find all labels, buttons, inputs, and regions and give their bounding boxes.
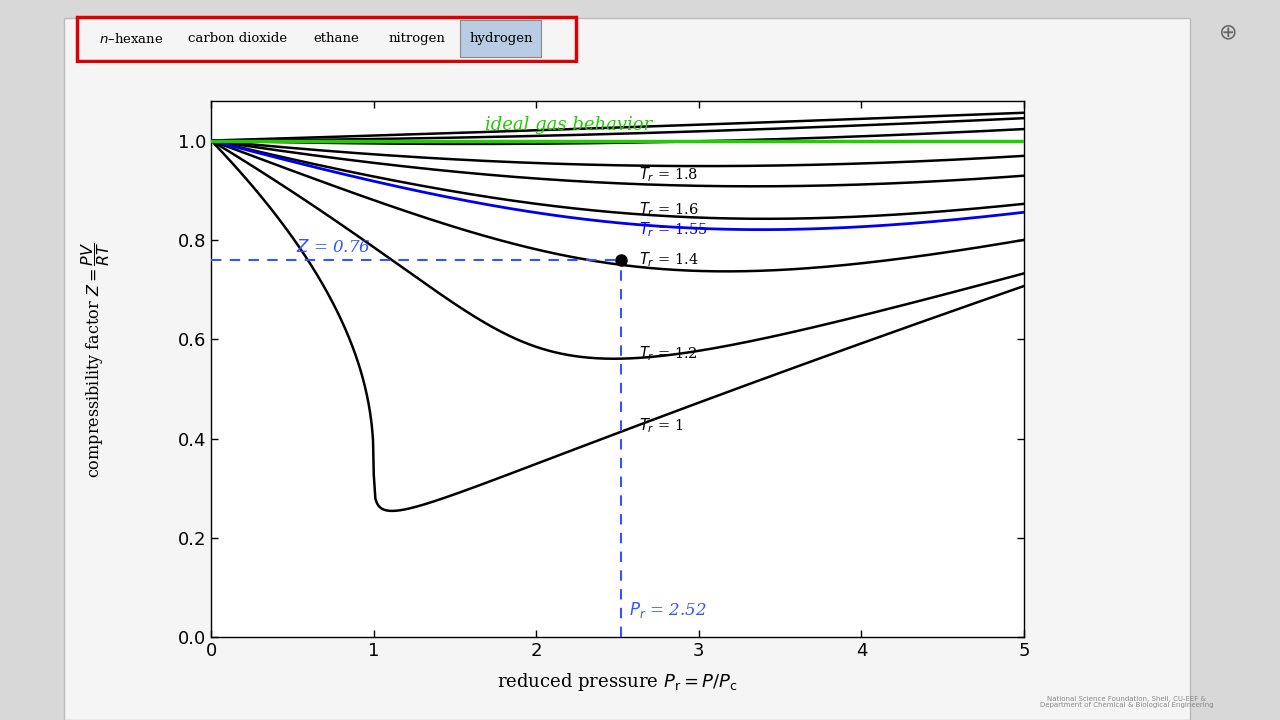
FancyBboxPatch shape [298, 20, 371, 58]
FancyBboxPatch shape [86, 20, 174, 58]
Text: $T_r$ = 1.4: $T_r$ = 1.4 [639, 250, 699, 269]
Text: $T_r$ = 1.2: $T_r$ = 1.2 [639, 344, 698, 363]
FancyBboxPatch shape [77, 17, 576, 61]
Text: ideal gas behavior: ideal gas behavior [485, 116, 653, 134]
FancyBboxPatch shape [460, 20, 541, 58]
Text: ethane: ethane [314, 32, 358, 45]
Text: $n$–hexane: $n$–hexane [99, 32, 164, 46]
FancyBboxPatch shape [379, 20, 452, 58]
Text: $T_r$ = 1.6: $T_r$ = 1.6 [639, 200, 698, 219]
Text: $T_r$ = 1: $T_r$ = 1 [639, 417, 684, 436]
Text: compressibility factor $Z = \dfrac{PV}{RT}$: compressibility factor $Z = \dfrac{PV}{R… [79, 242, 113, 478]
Text: National Science Foundation, Shell, CU-EEF &
Department of Chemical & Biological: National Science Foundation, Shell, CU-E… [1039, 696, 1213, 708]
Text: $T_r$ = 1.55: $T_r$ = 1.55 [639, 220, 708, 239]
Text: $T_r$ = 1.8: $T_r$ = 1.8 [639, 166, 698, 184]
Text: nitrogen: nitrogen [389, 32, 445, 45]
Text: $P_r$ = 2.52: $P_r$ = 2.52 [628, 600, 707, 620]
Text: carbon dioxide: carbon dioxide [188, 32, 287, 45]
X-axis label: reduced pressure $P_{\rm r} = P/P_{\rm c}$: reduced pressure $P_{\rm r} = P/P_{\rm c… [497, 671, 739, 693]
Text: ⊕: ⊕ [1220, 22, 1238, 42]
Text: $Z$ = 0.76: $Z$ = 0.76 [296, 239, 370, 256]
Text: hydrogen: hydrogen [470, 32, 534, 45]
Bar [64, 18, 1190, 720]
FancyBboxPatch shape [182, 20, 291, 58]
